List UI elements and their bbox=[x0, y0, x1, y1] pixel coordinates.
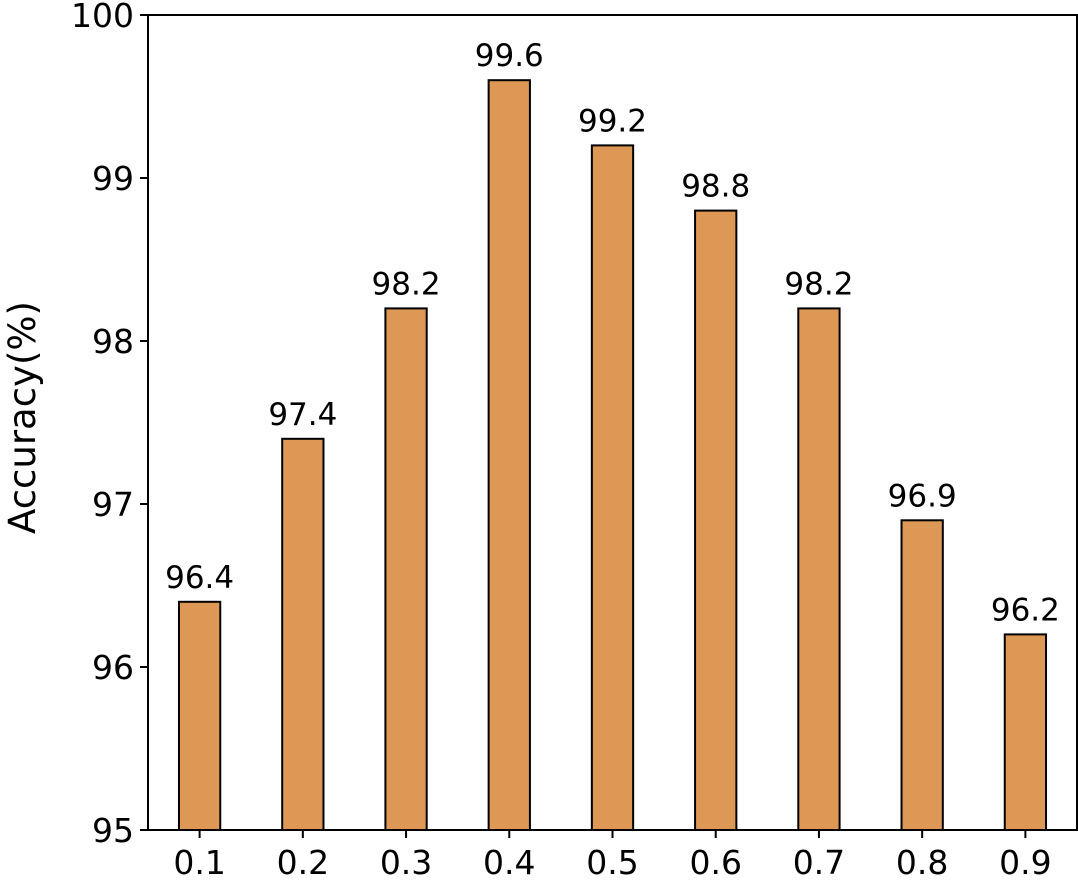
bar-0.4 bbox=[487, 79, 531, 831]
bar-0.6 bbox=[694, 209, 738, 832]
y-tick-label: 99 bbox=[92, 159, 134, 198]
x-tick-label: 0.9 bbox=[999, 843, 1051, 882]
data-label-0.1: 96.4 bbox=[165, 560, 234, 596]
y-tick-label: 97 bbox=[92, 485, 134, 524]
x-tick-label: 0.5 bbox=[586, 843, 638, 882]
data-label-0.3: 98.2 bbox=[372, 266, 441, 302]
y-tick-label: 95 bbox=[92, 811, 134, 850]
y-axis-label: Accuracy(%) bbox=[1, 301, 44, 534]
x-tick-label: 0.7 bbox=[793, 843, 845, 882]
bar-0.7 bbox=[797, 307, 841, 831]
data-label-0.5: 99.2 bbox=[578, 103, 647, 139]
bar-0.8 bbox=[900, 519, 944, 831]
data-labels-group: 96.4 97.4 98.2 99.6 99.2 98.8 98.2 96.9 96.2 bbox=[165, 38, 1060, 628]
x-tick-label: 0.6 bbox=[689, 843, 741, 882]
data-label-0.7: 98.2 bbox=[784, 266, 853, 302]
data-label-0.9: 96.2 bbox=[991, 592, 1060, 628]
data-label-0.6: 98.8 bbox=[681, 169, 750, 205]
bar-0.3 bbox=[384, 307, 428, 831]
data-label-0.8: 96.9 bbox=[888, 478, 957, 514]
bars-group bbox=[177, 79, 1048, 832]
bar-0.2 bbox=[281, 437, 325, 831]
bar-0.9 bbox=[1003, 633, 1048, 832]
x-tick-label: 0.8 bbox=[896, 843, 948, 882]
x-tick-label: 0.2 bbox=[277, 843, 329, 882]
y-axis: 95 96 97 98 99 100 bbox=[71, 0, 148, 850]
data-label-0.2: 97.4 bbox=[268, 397, 337, 433]
y-tick-label: 100 bbox=[71, 0, 134, 35]
y-tick-label: 96 bbox=[92, 648, 134, 687]
y-tick-label: 98 bbox=[92, 322, 134, 361]
x-tick-label: 0.3 bbox=[380, 843, 432, 882]
bar-0.1 bbox=[177, 600, 222, 831]
x-tick-label: 0.1 bbox=[173, 843, 225, 882]
x-tick-label: 0.4 bbox=[483, 843, 535, 882]
x-axis: 0.1 0.2 0.3 0.4 0.5 0.6 0.7 0.8 0.9 bbox=[173, 830, 1052, 882]
bar-0.5 bbox=[590, 144, 635, 831]
data-label-0.4: 99.6 bbox=[475, 38, 544, 74]
